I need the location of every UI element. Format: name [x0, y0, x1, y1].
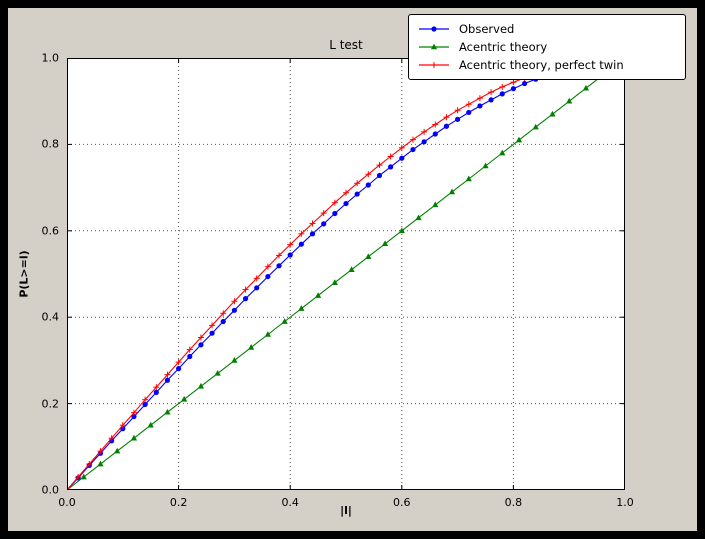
x-tick-label: 1.0	[616, 496, 634, 509]
x-tick-label: 0.4	[281, 496, 299, 509]
figure-canvas: L test |l| P(L>=l) Observed Acentric the…	[8, 8, 697, 531]
legend-line-sample-acentric	[419, 43, 449, 50]
legend-label: Observed	[459, 22, 515, 36]
legend-label: Acentric theory	[459, 40, 548, 54]
x-tick-label: 0.2	[169, 496, 188, 509]
y-tick-label: 0.6	[41, 224, 60, 238]
legend-entry-acentric-theory: Acentric theory	[417, 38, 677, 56]
y-tick-label: 0.8	[41, 137, 60, 151]
y-tick-label: 0.0	[41, 483, 60, 497]
legend-line-sample-perfect-twin	[419, 62, 449, 68]
legend-label: Acentric theory, perfect twin	[459, 58, 624, 72]
x-tick-label: 0.0	[58, 496, 76, 509]
x-tick-label: 0.6	[393, 496, 411, 509]
legend-line-sample-observed	[419, 26, 449, 32]
y-tick-label: 1.0	[41, 51, 60, 65]
y-tick-label: 0.4	[41, 310, 60, 324]
chart-svg	[67, 58, 625, 490]
plot-area	[67, 58, 625, 490]
chart-title: L test	[329, 38, 363, 52]
x-axis-label: |l|	[340, 504, 352, 517]
y-axis-label: P(L>=l)	[17, 250, 31, 298]
legend-entry-observed: Observed	[417, 20, 677, 38]
y-tick-label: 0.2	[41, 397, 60, 411]
x-tick-label: 0.8	[504, 496, 523, 509]
legend: Observed Acentric theory Acentric theory…	[408, 14, 686, 80]
legend-entry-perfect-twin: Acentric theory, perfect twin	[417, 56, 677, 74]
